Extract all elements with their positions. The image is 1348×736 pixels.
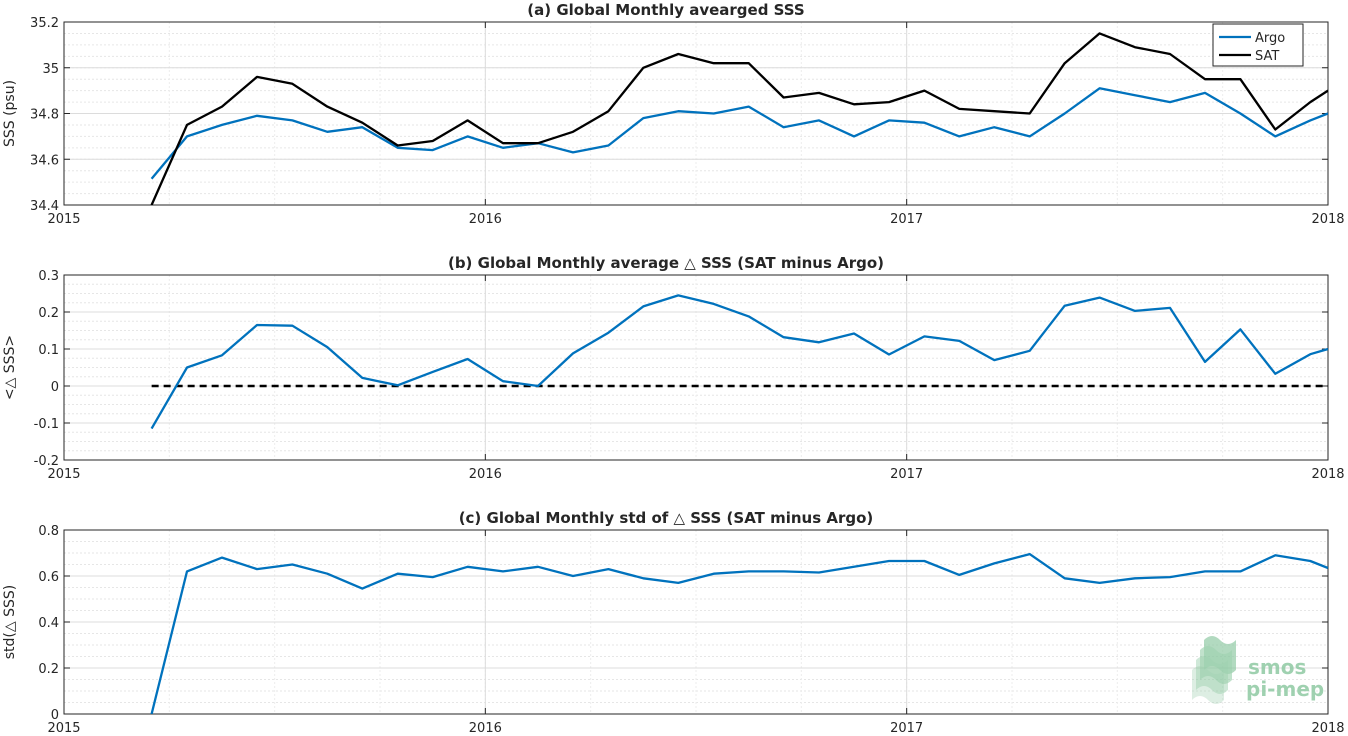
y-tick-label: 0.1 [38, 343, 59, 358]
x-tick-label: 2017 [890, 467, 923, 482]
y-tick-label: 35.2 [30, 16, 59, 31]
y-tick-label: 0.2 [38, 662, 59, 677]
series-line-sat [150, 32, 1328, 205]
y-axis-label: SSS (psu) [2, 80, 18, 147]
y-tick-label: 34.8 [30, 108, 59, 123]
logo-text-pimep: pi-mep [1246, 677, 1324, 701]
series-line [150, 294, 1328, 430]
chart-panel-c: 0 0.2 0.4 0.6 0.8 2015 2016 2017 2018 (c) Global … [2, 509, 1345, 736]
y-tick-label: 0.6 [38, 570, 59, 585]
x-tick-label: 2018 [1311, 212, 1344, 227]
legend: Argo SAT [1212, 23, 1304, 67]
y-tick-label: 0.8 [38, 524, 59, 539]
chart-panel-b: -0.2 -0.1 0 0.1 0.2 0.3 2015 2016 2017 2018 (b) Gl… [2, 254, 1345, 482]
y-tick-label: 0 [51, 380, 59, 395]
chart-panel-a: 34.4 34.6 34.8 35 35.2 2015 2016 2017 2018 (a) Gl… [2, 1, 1345, 227]
axes-box [63, 274, 1329, 461]
y-tick-label: 0.3 [38, 269, 59, 284]
y-tick-label: 0.2 [38, 306, 59, 321]
y-axis-label: std(△ SSS) [2, 585, 18, 659]
x-tick-label: 2015 [47, 721, 80, 736]
x-tick-label: 2015 [47, 467, 80, 482]
x-tick-label: 2016 [469, 467, 502, 482]
chart-title: (a) Global Monthly avearged SSS [527, 1, 804, 19]
chart-title: (b) Global Monthly average △ SSS (SAT mi… [448, 254, 884, 272]
x-tick-label: 2018 [1311, 721, 1344, 736]
y-tick-label: -0.1 [34, 417, 59, 432]
y-tick-label: 0 [51, 708, 59, 723]
y-tick-label: -0.2 [34, 454, 59, 469]
series-line-argo [150, 87, 1328, 180]
y-tick-label: 0.4 [38, 616, 59, 631]
y-tick-label: 34.6 [30, 153, 59, 168]
legend-label-argo: Argo [1255, 31, 1285, 46]
series-line [150, 552, 1328, 714]
logo-wave-icon [1204, 636, 1236, 674]
y-tick-label: 35 [42, 62, 59, 77]
x-tick-label: 2017 [890, 212, 923, 227]
x-tick-label: 2016 [469, 721, 502, 736]
x-tick-label: 2018 [1311, 467, 1344, 482]
legend-box [1212, 23, 1304, 67]
logo-text-smos: smos [1248, 655, 1306, 679]
x-tick-label: 2017 [890, 721, 923, 736]
legend-label-sat: SAT [1255, 49, 1279, 64]
y-axis-label: <△ SSS> [2, 335, 18, 400]
x-tick-label: 2016 [469, 212, 502, 227]
chart-title: (c) Global Monthly std of △ SSS (SAT min… [459, 509, 874, 527]
x-tick-label: 2015 [47, 212, 80, 227]
y-tick-label: 34.4 [30, 199, 59, 214]
